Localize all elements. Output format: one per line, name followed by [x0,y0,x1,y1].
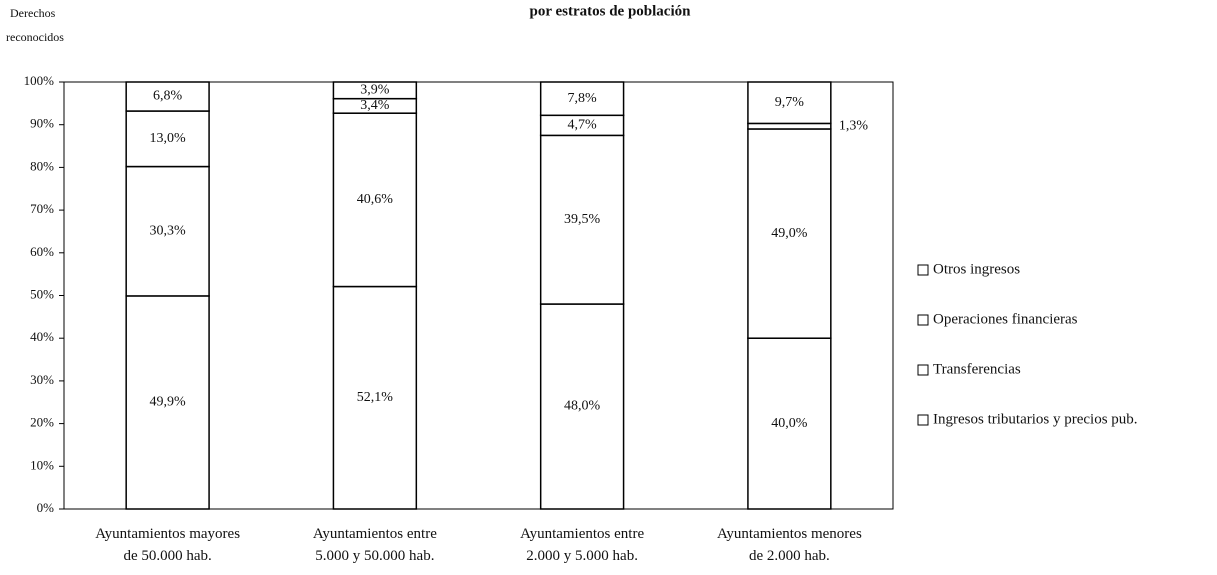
data-label: 6,8% [153,89,183,104]
bar-segment [747,128,832,339]
x-tick-label: Ayuntamientos entre 2.000 y 5.000 hab. [520,526,644,564]
x-tick-label: Ayuntamientos mayores de 50.000 hab. [95,526,240,564]
data-label: 49,9% [150,395,187,410]
bar-segment [332,81,418,100]
y-tick-label: 0% [37,500,55,515]
y-tick-label: 100% [24,73,55,88]
y-axis-label: Derechos [10,6,56,20]
chart-title: por estratos de población [530,3,692,19]
data-label: 13,0% [150,131,187,146]
bar-segment [539,81,625,117]
y-tick-label: 80% [30,158,54,173]
legend-swatch [917,314,929,326]
data-label: 4,7% [568,118,598,133]
data-label: 39,5% [564,212,601,227]
data-label: 48,0% [564,399,601,414]
y-tick-label: 40% [30,329,54,344]
y-tick-label: 70% [30,201,54,216]
y-tick-label: 90% [30,116,54,131]
x-tick-label: Ayuntamientos entre 5.000 y 50.000 hab. [313,526,437,564]
data-label: 3,4% [360,98,390,113]
data-label: 49,0% [771,226,808,241]
data-label: 9,7% [775,95,805,110]
x-tick-label: Ayuntamientos menores de 2.000 hab. [717,526,862,564]
y-tick-label: 30% [30,372,54,387]
y-axis-label: reconocidos [6,30,64,44]
data-label: 40,6% [357,192,394,207]
data-label: 52,1% [357,390,394,405]
y-tick-label: 10% [30,457,54,472]
bar-segment [539,303,625,510]
data-label: 40,0% [771,416,808,431]
bar-segment [125,165,210,297]
data-label: 7,8% [568,91,598,106]
bar-segment [125,81,210,112]
legend-label: Otros ingresos [933,261,1020,277]
legend-label: Ingresos tributarios y precios pub. [933,411,1138,427]
bar-segment [747,122,832,130]
data-label: 30,3% [150,223,187,238]
y-tick-label: 60% [30,244,54,259]
data-label: 3,9% [360,83,390,98]
legend-swatch [917,264,929,276]
legend-swatch [917,364,929,376]
y-tick-label: 20% [30,415,54,430]
legend-label: Transferencias [933,361,1021,377]
data-label: 1,3% [839,118,869,133]
y-tick-label: 50% [30,286,54,301]
legend-swatch [917,414,929,426]
bar-segment [539,134,625,305]
legend-label: Operaciones financieras [933,311,1078,327]
bar-segment [125,295,210,510]
bar-segment [747,81,832,125]
